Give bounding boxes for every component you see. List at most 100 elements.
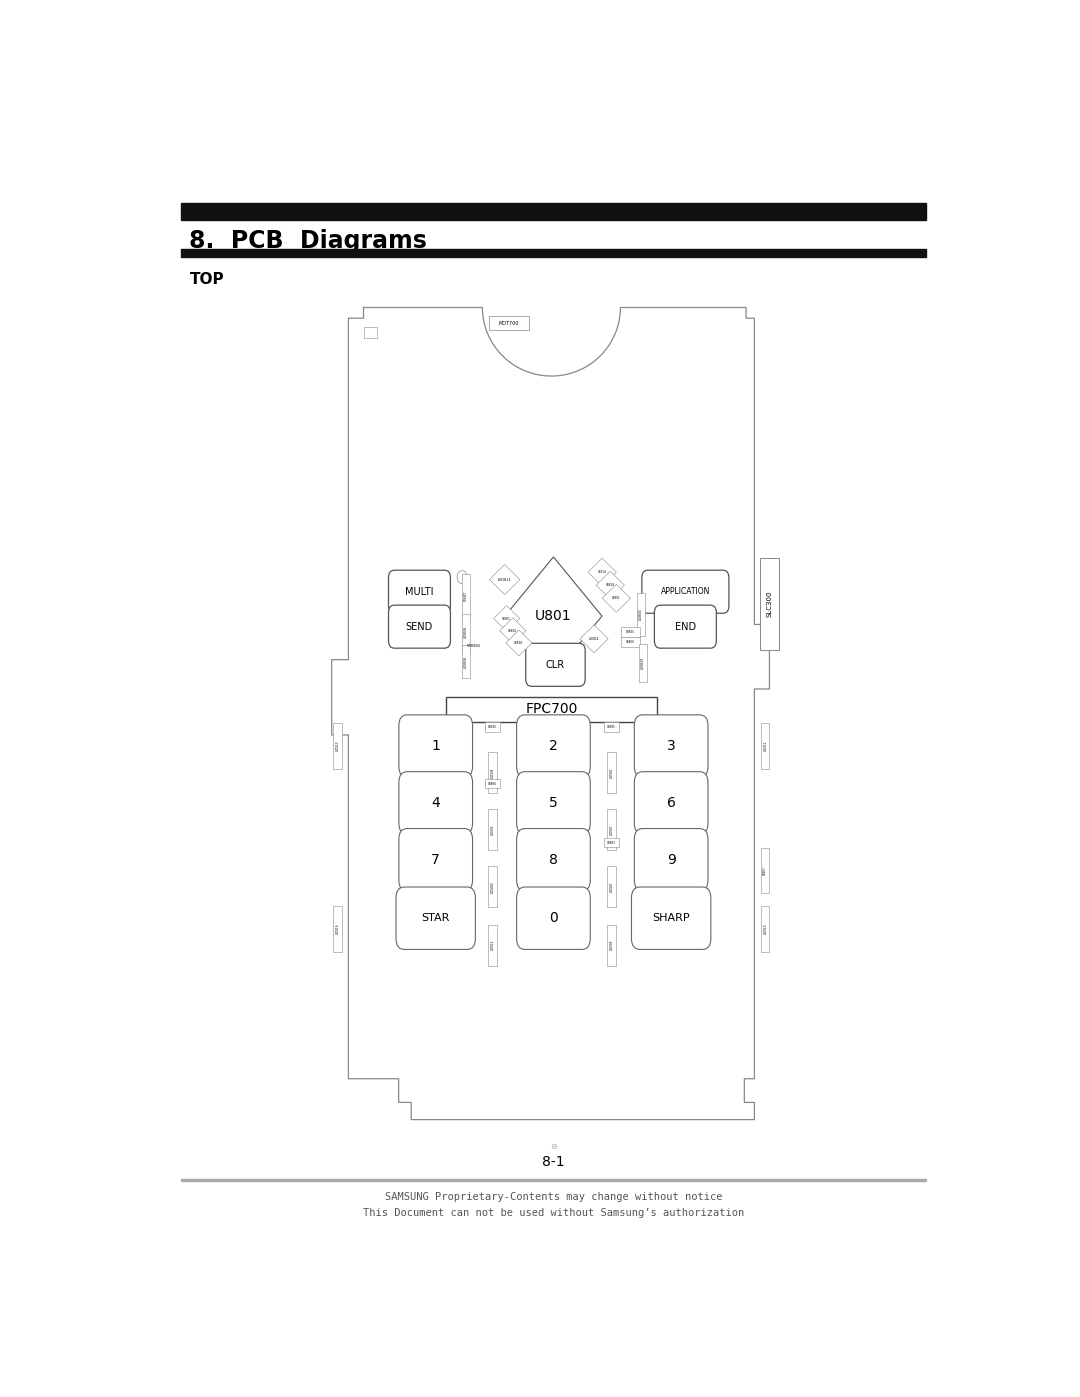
Bar <box>462 574 471 617</box>
Bar <box>761 907 769 951</box>
Bar <box>334 907 341 951</box>
Bar <box>488 866 497 907</box>
Text: This Document can not be used without Samsung’s authorization: This Document can not be used without Sa… <box>363 1208 744 1218</box>
Text: LED8S06: LED8S06 <box>464 626 468 638</box>
Bar <box>488 809 497 851</box>
Text: LEDS10: LEDS10 <box>764 923 767 935</box>
Bar <box>607 866 616 907</box>
FancyBboxPatch shape <box>516 887 591 950</box>
Bar <box>604 722 619 732</box>
Text: ⊖: ⊖ <box>550 1141 557 1151</box>
FancyBboxPatch shape <box>654 605 716 648</box>
Text: VR801: VR801 <box>502 616 511 620</box>
Text: S0S0ET: S0S0ET <box>464 591 468 601</box>
Circle shape <box>457 570 468 584</box>
FancyBboxPatch shape <box>399 771 473 834</box>
Polygon shape <box>500 617 526 644</box>
Text: VR806: VR806 <box>488 781 497 785</box>
FancyBboxPatch shape <box>516 715 591 777</box>
FancyBboxPatch shape <box>526 643 585 686</box>
Text: LED8S05: LED8S05 <box>638 609 643 620</box>
Text: VES14: VES14 <box>597 570 607 574</box>
Text: VR501: VR501 <box>612 597 621 601</box>
Text: U801: U801 <box>535 609 571 623</box>
FancyBboxPatch shape <box>634 715 708 777</box>
Text: VRR802: VRR802 <box>468 644 482 648</box>
Bar <box>621 627 639 637</box>
FancyBboxPatch shape <box>399 715 473 777</box>
Bar <box>761 848 769 893</box>
Text: LED814: LED814 <box>589 637 599 641</box>
Polygon shape <box>596 571 624 599</box>
Bar <box>181 250 926 257</box>
Text: LEDS12: LEDS12 <box>764 740 767 752</box>
Bar <box>488 753 497 793</box>
Bar <box>621 637 639 647</box>
Text: LEDS04: LEDS04 <box>490 768 495 778</box>
Bar <box>446 697 657 722</box>
Polygon shape <box>494 606 519 631</box>
FancyBboxPatch shape <box>389 605 450 648</box>
Text: VR805: VR805 <box>607 725 616 729</box>
Bar <box>604 838 619 848</box>
Bar <box>607 925 616 965</box>
Text: VR824: VR824 <box>509 629 517 633</box>
Text: 8.  PCB  Diagrams: 8. PCB Diagrams <box>189 229 428 253</box>
Text: 9: 9 <box>666 852 676 866</box>
Text: LEDS09: LEDS09 <box>609 940 613 950</box>
Polygon shape <box>588 559 617 587</box>
Text: LEDS07: LEDS07 <box>609 882 613 891</box>
FancyBboxPatch shape <box>389 570 450 613</box>
Text: 6: 6 <box>666 796 676 810</box>
Text: LED8S03: LED8S03 <box>640 657 645 669</box>
Polygon shape <box>603 584 631 612</box>
Text: VR818: VR818 <box>514 641 524 645</box>
FancyBboxPatch shape <box>516 828 591 891</box>
FancyBboxPatch shape <box>642 570 729 613</box>
Bar <box>638 644 647 682</box>
Text: STAR: STAR <box>421 914 450 923</box>
Bar <box>636 592 645 636</box>
Text: SHARP: SHARP <box>652 914 690 923</box>
Text: FPC700: FPC700 <box>525 703 578 717</box>
Bar <box>181 1179 926 1180</box>
Bar <box>607 753 616 793</box>
Text: VR810: VR810 <box>488 725 497 729</box>
Text: 3: 3 <box>666 739 675 753</box>
Text: LEDS02: LEDS02 <box>490 824 495 835</box>
Bar <box>485 778 500 788</box>
Text: VR825: VR825 <box>626 630 635 634</box>
Text: LEDS01: LEDS01 <box>609 768 613 778</box>
Text: 8: 8 <box>549 852 558 866</box>
Bar <box>462 613 471 651</box>
Text: LEDS13: LEDS13 <box>336 740 339 752</box>
Bar <box>364 327 377 338</box>
Text: LED811: LED811 <box>498 577 512 581</box>
Text: SAMSUNG Proprietary-Contents may change without notice: SAMSUNG Proprietary-Contents may change … <box>384 1192 723 1201</box>
Bar <box>488 925 497 965</box>
FancyBboxPatch shape <box>396 887 475 950</box>
Text: SLC300: SLC300 <box>767 591 772 617</box>
Text: MOT700: MOT700 <box>499 320 519 326</box>
FancyBboxPatch shape <box>634 771 708 834</box>
Text: 7: 7 <box>431 852 440 866</box>
Text: 0: 0 <box>549 911 557 925</box>
Text: SEND: SEND <box>406 622 433 631</box>
Text: 4: 4 <box>431 796 440 810</box>
Text: LEDS16: LEDS16 <box>336 923 339 935</box>
Bar <box>485 722 500 732</box>
Text: 8-1: 8-1 <box>542 1154 565 1168</box>
Bar <box>607 809 616 851</box>
FancyBboxPatch shape <box>632 887 711 950</box>
Text: 1: 1 <box>431 739 441 753</box>
Text: TOP: TOP <box>189 272 224 286</box>
FancyBboxPatch shape <box>634 828 708 891</box>
Text: VR803: VR803 <box>607 841 616 845</box>
Bar <box>462 645 471 678</box>
FancyBboxPatch shape <box>399 828 473 891</box>
Polygon shape <box>505 630 532 655</box>
FancyBboxPatch shape <box>516 771 591 834</box>
Polygon shape <box>580 624 608 652</box>
Polygon shape <box>489 564 519 595</box>
Bar <box>489 316 529 330</box>
